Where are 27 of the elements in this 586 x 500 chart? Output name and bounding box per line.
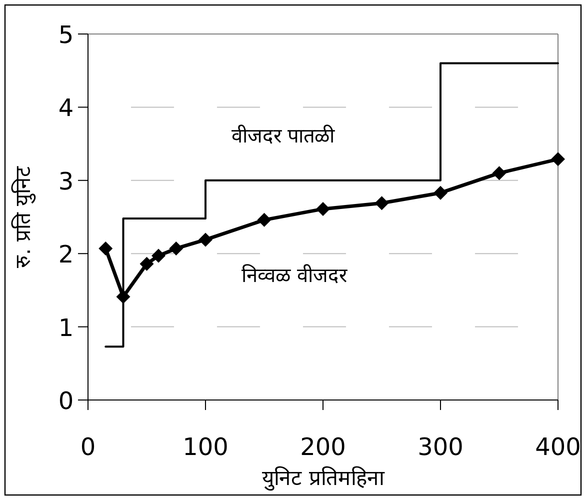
y-tick-label: 4 (58, 94, 74, 122)
x-tick-label: 100 (182, 433, 228, 461)
point (116, 290, 130, 304)
series-label: निव्वळ वीजदर (242, 262, 348, 287)
point (374, 196, 389, 210)
point (98, 241, 113, 256)
x-tick-label: 200 (300, 433, 346, 461)
y-tick-label: 3 (58, 167, 74, 196)
y-tick-label: 2 (58, 240, 74, 269)
x-axis-title: युनिट प्रतिमहिना (262, 466, 385, 491)
x-tick-label: 300 (418, 433, 464, 461)
point (492, 166, 506, 180)
y-tick-label: 0 (58, 387, 74, 415)
point (198, 232, 212, 247)
point (316, 202, 330, 216)
y-axis-title: रु. प्रति युनिट (11, 166, 36, 268)
series-label: वीजदर पातळी (231, 123, 336, 148)
x-tick-label: 0 (80, 433, 96, 461)
y-tick-label: 1 (58, 314, 74, 342)
point (434, 186, 448, 200)
point (257, 212, 272, 227)
point (140, 256, 154, 271)
x-tick-label: 400 (535, 433, 581, 461)
y-tick-label: 5 (58, 21, 74, 49)
point (169, 241, 184, 256)
point (152, 248, 166, 263)
point (551, 152, 565, 166)
